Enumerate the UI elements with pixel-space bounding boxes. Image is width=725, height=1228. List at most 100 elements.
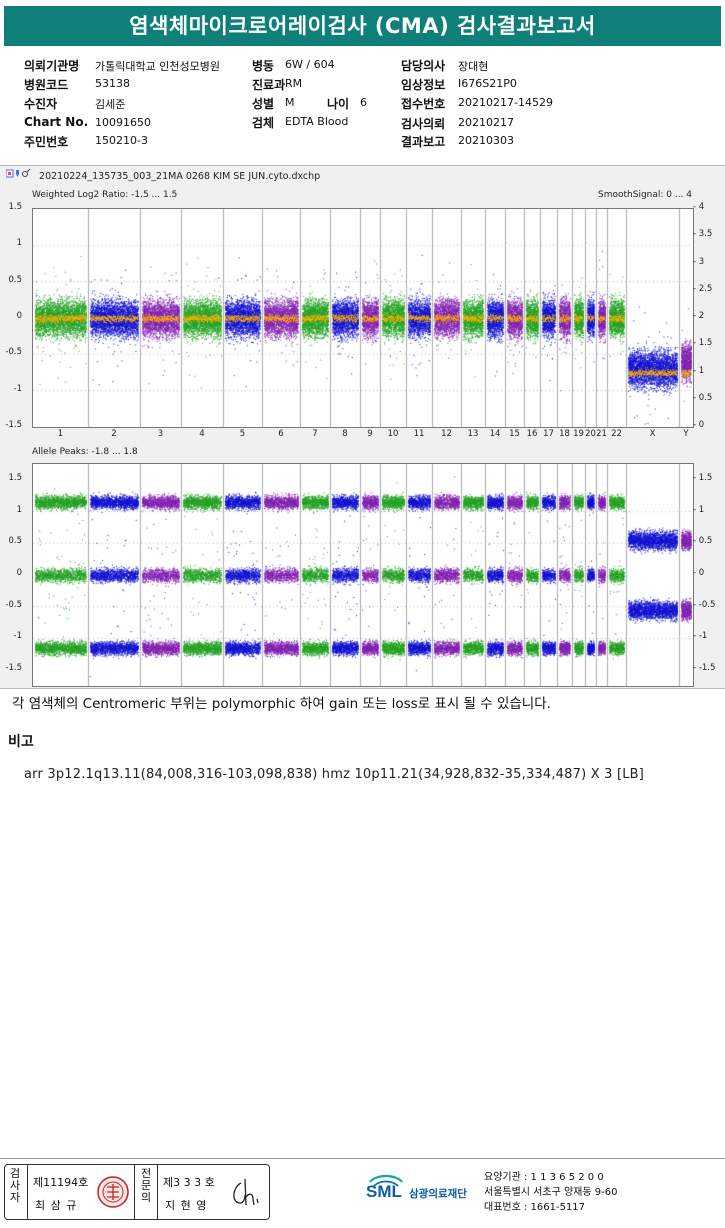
info-value: EDTA Blood <box>285 115 349 128</box>
allele-peaks-canvas <box>33 464 693 686</box>
seal-stamp <box>96 1175 130 1213</box>
info-label: 성별 <box>252 97 275 111</box>
chromosome-label: 22 <box>611 429 622 439</box>
info-value: RM <box>285 77 303 90</box>
report-title: 염색체마이크로어레이검사 (CMA) 검사결과보고서 <box>4 6 721 46</box>
chromosome-label: 6 <box>278 429 284 439</box>
institution-code: 요양기관 : 1 1 3 6 5 2 0 0 <box>484 1172 604 1183</box>
smooth-signal-tick: - 1 <box>693 365 705 376</box>
chromosome-label: 21 <box>596 429 607 439</box>
info-value: 장대현 <box>458 60 489 73</box>
file-icons <box>5 168 36 182</box>
info-label: 주민번호 <box>24 135 69 149</box>
remarks-text: arr 3p12.1q13.11(84,008,316-103,098,838)… <box>24 767 645 782</box>
log2-ratio-tick: -1 <box>13 383 22 394</box>
allele-peaks-right-tick: - 1 <box>693 504 705 515</box>
allele-peaks-right-tick: - 0 <box>693 568 705 578</box>
inspector-name: 최 삼 규 <box>35 1199 78 1212</box>
smooth-signal-tick: - 4 <box>693 202 705 212</box>
smooth-signal-tick: - 3 <box>693 256 705 267</box>
allele-peaks-tick: 1.5 <box>8 472 22 483</box>
smooth-signal-tick: - 3.5 <box>693 229 713 240</box>
inspector-label: 검사자 <box>9 1167 21 1204</box>
chromosome-label: 11 <box>413 429 425 439</box>
chromosome-label: 10 <box>387 429 399 439</box>
institution-info: 요양기관 : 1 1 3 6 5 2 0 0 서울특별시 서초구 양재동 9-6… <box>484 1170 617 1215</box>
info-value: 20210303 <box>458 134 514 147</box>
sml-logo-text: SML <box>366 1182 402 1201</box>
institution-address: 서울특별시 서초구 양재동 9-60 <box>484 1187 618 1198</box>
chromosome-label: Y <box>683 429 689 439</box>
info-row: 의뢰기관명 <box>24 59 80 73</box>
allele-peaks-right-tick: - 0.5 <box>693 536 713 547</box>
institution-phone: 대표번호 : 1661-5117 <box>484 1202 586 1213</box>
centromere-note: 각 염색체의 Centromeric 부위는 polymorphic 하여 ga… <box>12 696 551 712</box>
doctor-label: 전문의 <box>140 1167 152 1204</box>
chromosome-label: 4 <box>199 429 205 439</box>
smooth-signal-tick: - 0.5 <box>693 392 713 403</box>
info-label: Chart No. <box>24 115 89 129</box>
log2-panel-label: Weighted Log2 Ratio: -1.5 ... 1.5 <box>32 190 178 200</box>
allele-peaks-right-tick: - 1.5 <box>693 472 713 483</box>
allele-peaks-tick: -1 <box>13 631 22 642</box>
chromosome-label: 9 <box>367 429 373 439</box>
signature-box: 검사자 제11194호 최 삼 규 전문의 제3 3 3 호 지 현 영 <box>4 1164 270 1220</box>
remarks-heading: 비고 <box>8 734 34 750</box>
inspector-license: 제11194호 <box>33 1176 89 1189</box>
chromosome-label: 20 <box>585 429 596 439</box>
log2-ratio-panel <box>32 208 694 428</box>
allele-peaks-panel <box>32 463 694 687</box>
log2-ratio-canvas <box>33 209 693 427</box>
plot-file-name: 20210224_135735_003_21MA 0268 KIM SE JUN… <box>39 171 321 182</box>
info-value: 53138 <box>95 77 130 90</box>
log2-ratio-tick: 1 <box>16 238 22 249</box>
allele-peaks-tick: -1.5 <box>5 663 22 674</box>
info-label: 접수번호 <box>401 97 446 111</box>
info-label: 수진자 <box>24 97 58 111</box>
smooth-signal-tick: - 1.5 <box>693 338 713 349</box>
info-value: I676S21P0 <box>458 77 517 90</box>
chromosome-label: 3 <box>157 429 164 439</box>
chromosome-label: 13 <box>467 429 479 439</box>
allele-peaks-tick: 1 <box>16 504 22 515</box>
info-label: 병동 <box>252 59 275 73</box>
chromosome-label: 2 <box>111 429 117 439</box>
chromosome-label: 14 <box>489 429 501 439</box>
chromosome-label: 1 <box>57 429 64 439</box>
chromosome-label: 17 <box>543 429 554 439</box>
chromosome-label: 16 <box>526 429 538 439</box>
log2-ratio-tick: 0 <box>16 311 22 321</box>
chromosome-label: 12 <box>441 429 452 439</box>
title-bar: 염색체마이크로어레이검사 (CMA) 검사결과보고서 <box>0 0 725 56</box>
info-label: 나이 <box>327 97 350 111</box>
info-label: 병원코드 <box>24 78 69 92</box>
allele-peaks-tick: 0.5 <box>8 536 22 547</box>
plot-file-header: 20210224_135735_003_21MA 0268 KIM SE JUN… <box>5 168 321 182</box>
info-value: 6W / 604 <box>285 58 335 71</box>
info-value: 가톨릭대학교 인천성모병원 <box>95 60 220 73</box>
info-label: 임상정보 <box>401 78 446 92</box>
institution-name: 삼광의료재단 <box>409 1188 467 1200</box>
info-value: 20210217-14529 <box>458 96 553 109</box>
smooth-signal-tick: - 2.5 <box>693 283 713 294</box>
info-label: 결과보고 <box>401 135 446 149</box>
chromosome-label: X <box>649 429 656 439</box>
info-value: 150210-3 <box>95 134 148 147</box>
doctor-license: 제3 3 3 호 <box>163 1176 215 1189</box>
chromosome-label: 8 <box>342 429 348 439</box>
log2-ratio-tick: -1.5 <box>5 420 22 430</box>
log2-ratio-tick: 1.5 <box>8 202 22 212</box>
cma-plot: 20210224_135735_003_21MA 0268 KIM SE JUN… <box>0 165 725 689</box>
info-label: 검사의뢰 <box>401 117 446 131</box>
info-value: 김세준 <box>95 98 126 111</box>
info-value: 10091650 <box>95 116 151 129</box>
chromosome-label: 15 <box>509 429 520 439</box>
doctor-signature <box>227 1175 263 1215</box>
allele-peaks-tick: -0.5 <box>5 599 22 610</box>
allele-panel-label: Allele Peaks: -1.8 ... 1.8 <box>32 447 138 457</box>
log2-ratio-tick: 0.5 <box>8 274 22 285</box>
sml-logo <box>366 1172 486 1212</box>
info-value: M <box>285 96 295 109</box>
smooth-signal-tick: - 2 <box>693 311 705 321</box>
info-value: 20210217 <box>458 116 514 129</box>
